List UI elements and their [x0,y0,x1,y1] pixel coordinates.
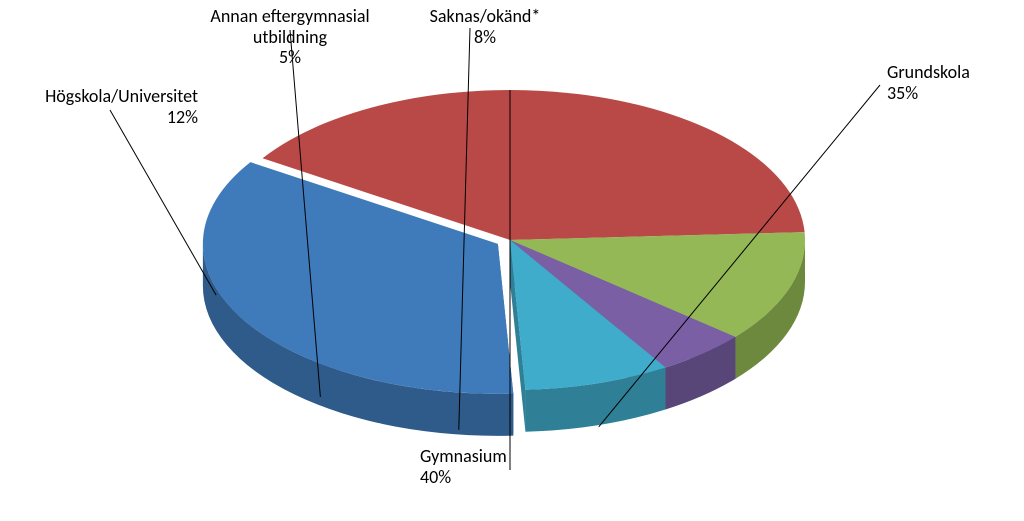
slice-label: Annan eftergymnasialutbildning5% [210,6,369,68]
pie-chart-3d: Grundskola35% Gymnasium40% Högskola/Univer… [0,0,1024,521]
leader-line [110,110,216,295]
slice-value: 8% [430,27,541,48]
slice-value: 35% [887,83,970,104]
slice-name: Grundskola [887,62,970,83]
slice-label: Saknas/okänd*8% [430,6,541,47]
slice-name: utbildning [210,27,369,48]
slice-label: Högskola/Universitet12% [45,86,198,127]
slice-name: Saknas/okänd* [430,6,541,27]
slice-name: Annan eftergymnasial [210,6,369,27]
slice-value: 5% [210,47,369,68]
slice-label: Gymnasium40% [420,446,507,487]
slice-value: 12% [45,107,198,128]
slice-name: Högskola/Universitet [45,86,198,107]
slice-label: Grundskola35% [887,62,970,103]
slice-name: Gymnasium [420,446,507,467]
slice-value: 40% [420,467,507,488]
